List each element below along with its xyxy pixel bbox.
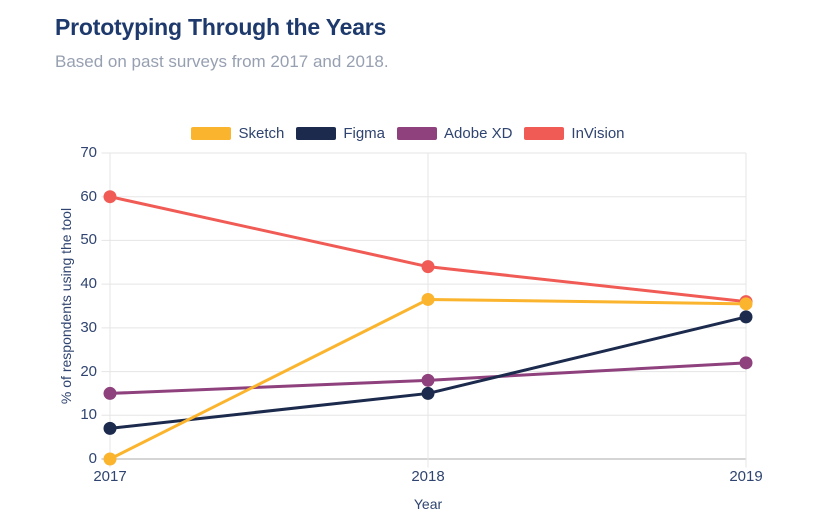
legend-swatch-sketch: [191, 127, 232, 140]
data-point-sketch-2018: [421, 292, 435, 306]
legend-swatch-adobe-xd: [397, 127, 438, 140]
legend-item-adobe-xd: Adobe XD: [397, 125, 512, 142]
legend-label: InVision: [571, 125, 625, 142]
chart-subtitle: Based on past surveys from 2017 and 2018…: [55, 52, 389, 71]
data-point-invision-2017: [103, 190, 117, 204]
y-tick-label: 60: [80, 187, 97, 205]
series-adobe-xd: [103, 356, 753, 400]
data-point-figma-2017: [103, 421, 117, 435]
legend-label: Sketch: [238, 125, 285, 142]
legend-swatch-figma: [296, 127, 337, 140]
data-point-adobe-xd-2017: [103, 386, 117, 400]
legend: Sketch Figma Adobe XD InVision: [0, 125, 827, 142]
data-point-adobe-xd-2019: [739, 356, 753, 370]
data-point-figma-2019: [739, 310, 753, 324]
legend-label: Figma: [343, 125, 386, 142]
y-tick-label: 70: [80, 144, 97, 161]
y-tick-label: 0: [88, 450, 97, 467]
legend-item-sketch: Sketch: [191, 125, 284, 142]
x-axis-label: Year: [413, 496, 443, 512]
data-point-figma-2018: [421, 386, 435, 400]
y-tick-label: 20: [80, 362, 97, 380]
y-tick-label: 50: [80, 231, 97, 249]
series-sketch: [103, 292, 753, 466]
legend-item-figma: Figma: [296, 125, 385, 142]
data-point-sketch-2017: [103, 452, 117, 466]
y-tick-label: 40: [80, 275, 97, 293]
x-tick-label: 2019: [729, 468, 763, 485]
series-figma: [103, 310, 753, 435]
data-point-invision-2018: [421, 260, 435, 274]
y-tick-label: 10: [80, 406, 97, 424]
y-tick-label: 30: [80, 318, 97, 336]
legend-label: Adobe XD: [444, 125, 513, 142]
chart-title: Prototyping Through the Years: [55, 14, 387, 40]
x-tick-label: 2017: [93, 468, 127, 485]
legend-swatch-invision: [524, 127, 565, 140]
x-tick-label: 2018: [411, 468, 445, 485]
legend-item-invision: InVision: [524, 125, 625, 142]
y-axis-label: % of respondents using the tool: [58, 207, 74, 405]
data-point-sketch-2019: [739, 297, 753, 311]
data-point-adobe-xd-2018: [421, 373, 435, 387]
